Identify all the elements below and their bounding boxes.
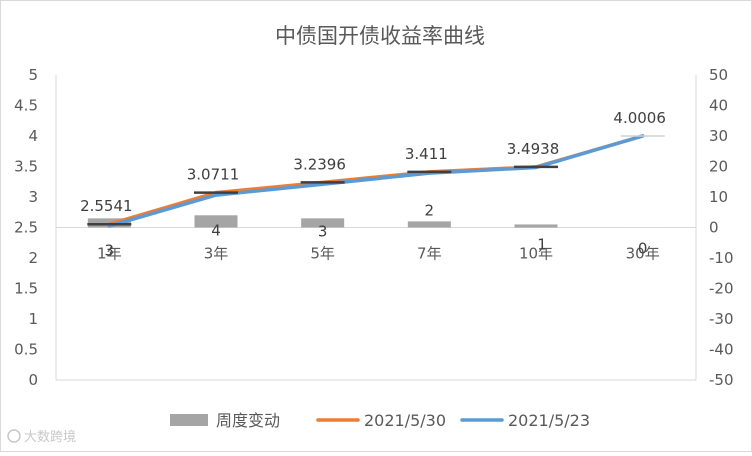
y-right-tick-label: 20 xyxy=(709,158,728,176)
chart-title: 中债国开债收益率曲线 xyxy=(275,24,485,48)
legend: 周度变动 2021/5/30 2021/5/23 xyxy=(170,411,590,430)
line-data-label: 3.411 xyxy=(405,145,448,163)
y-right-tick-label: 40 xyxy=(709,97,728,115)
y-right-tick-label: 0 xyxy=(709,219,719,237)
y-left-tick-label: 3 xyxy=(28,188,38,206)
y-left-tick-label: 3.5 xyxy=(14,158,38,176)
line-data-label: 3.4938 xyxy=(507,140,560,158)
y-right-tick-label: 30 xyxy=(709,127,728,145)
y-right-tick-label: -10 xyxy=(709,249,734,267)
line-data-label: 3.0711 xyxy=(187,166,240,184)
y-left-tick-label: 2 xyxy=(28,249,38,267)
bar-data-label: 3 xyxy=(318,222,328,240)
watermark-text: 大数跨境 xyxy=(24,430,76,445)
line-data-label: 3.2396 xyxy=(293,155,346,173)
bar-data-label: 2 xyxy=(425,201,435,219)
y-right-tick-label: -20 xyxy=(709,280,734,298)
legend-swatch-bar xyxy=(170,414,208,426)
y-left-tick-label: 0 xyxy=(28,371,38,389)
y-right-tick-label: -50 xyxy=(709,371,734,389)
bar-data-label: 1 xyxy=(537,236,547,254)
y-left-tick-label: 1 xyxy=(28,310,38,328)
bar-data-label: 3 xyxy=(105,242,115,260)
bar xyxy=(515,224,558,227)
line-data-label: 2.5541 xyxy=(80,197,133,215)
y-right-tick-label: 50 xyxy=(709,66,728,84)
y-left-tick-label: 5 xyxy=(28,66,38,84)
y-left-tick-label: 2.5 xyxy=(14,219,38,237)
bar xyxy=(408,221,451,227)
legend-label: 2021/5/30 xyxy=(364,411,446,430)
y-left-tick-label: 4.5 xyxy=(14,97,38,115)
x-tick-label: 5年 xyxy=(310,245,335,263)
y-right-tick-label: 10 xyxy=(709,188,728,206)
y-right-tick-label: -40 xyxy=(709,341,734,359)
x-tick-label: 7年 xyxy=(417,245,442,263)
legend-label: 2021/5/23 xyxy=(508,411,590,430)
y-left-tick-label: 0.5 xyxy=(14,341,38,359)
x-tick-label: 10年 xyxy=(519,245,553,263)
y-left-tick-label: 4 xyxy=(28,127,38,145)
y-left-tick-label: 1.5 xyxy=(14,280,38,298)
line-data-label: 4.0006 xyxy=(613,109,666,127)
legend-label: 周度变动 xyxy=(216,411,280,430)
y-right-tick-label: -30 xyxy=(709,310,734,328)
x-tick-label: 3年 xyxy=(204,245,229,263)
bar-data-label: 0 xyxy=(638,240,648,258)
bar-data-label: 4 xyxy=(211,222,221,240)
